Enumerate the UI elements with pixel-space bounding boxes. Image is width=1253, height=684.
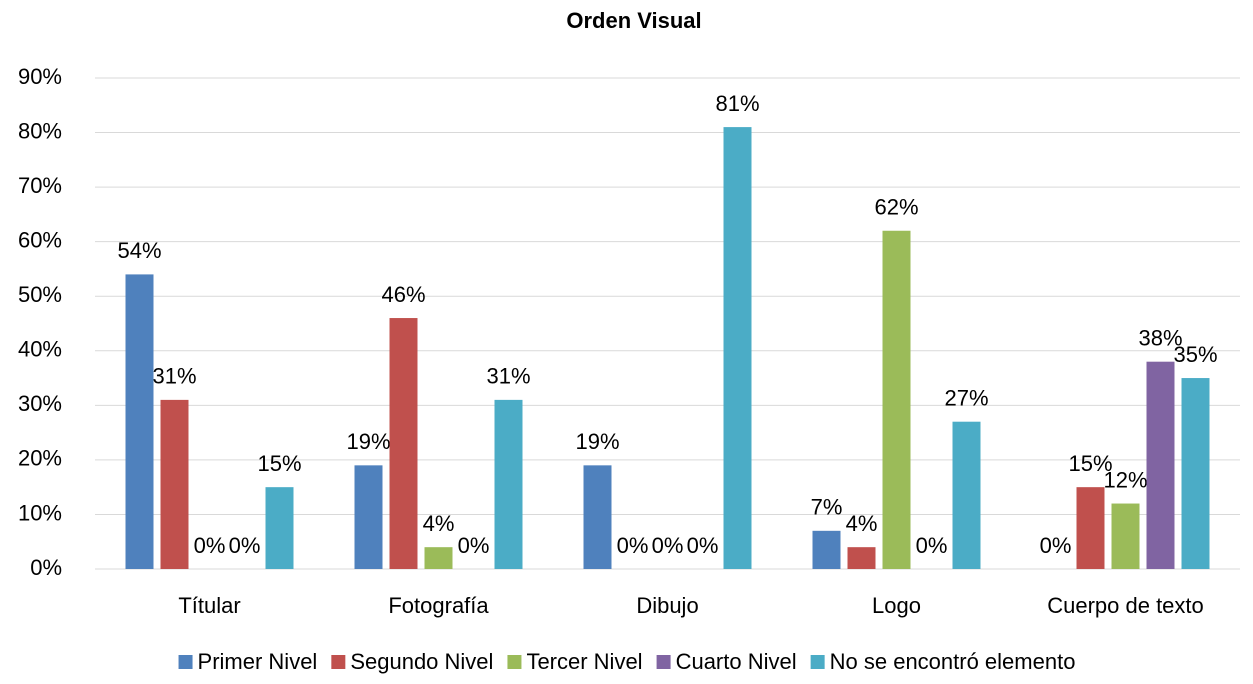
x-tick-label: Fotografía — [388, 593, 489, 618]
data-label: 35% — [1173, 342, 1217, 367]
x-tick-label: Títular — [178, 593, 240, 618]
data-label: 54% — [117, 238, 161, 263]
bar — [723, 127, 752, 569]
bar — [494, 399, 523, 569]
legend-swatch — [810, 655, 825, 669]
data-label: 38% — [1138, 326, 1182, 351]
data-label: 27% — [944, 386, 988, 411]
y-tick-label: 20% — [18, 446, 62, 471]
bar — [354, 465, 383, 569]
bar — [265, 487, 294, 569]
data-label: 62% — [874, 195, 918, 220]
data-label: 19% — [346, 429, 390, 454]
x-tick-label: Cuerpo de texto — [1047, 593, 1204, 618]
bar — [1076, 487, 1105, 569]
y-tick-label: 10% — [18, 500, 62, 525]
y-tick-label: 80% — [18, 118, 62, 143]
data-label: 81% — [715, 91, 759, 116]
x-tick-label: Dibujo — [636, 593, 698, 618]
bar — [1181, 378, 1210, 569]
y-tick-label: 70% — [18, 173, 62, 198]
data-label: 31% — [486, 364, 530, 389]
chart-title: Orden Visual — [566, 8, 701, 33]
data-label: 0% — [617, 533, 649, 558]
bar — [1146, 361, 1175, 569]
legend-swatch — [507, 655, 522, 669]
data-label: 0% — [458, 533, 490, 558]
legend-swatch — [178, 655, 193, 669]
y-tick-label: 60% — [18, 227, 62, 252]
bar — [952, 421, 981, 569]
data-label: 0% — [229, 533, 261, 558]
legend-label: Tercer Nivel — [526, 649, 642, 674]
data-label: 15% — [257, 451, 301, 476]
data-label: 4% — [846, 511, 878, 536]
legend-swatch — [656, 655, 671, 669]
legend-swatch — [331, 655, 346, 669]
y-tick-label: 0% — [30, 555, 62, 580]
bar — [812, 530, 841, 569]
bar — [583, 465, 612, 569]
bar — [882, 230, 911, 569]
data-label: 0% — [652, 533, 684, 558]
data-label: 46% — [381, 282, 425, 307]
data-label: 0% — [1040, 533, 1072, 558]
y-tick-label: 30% — [18, 391, 62, 416]
data-label: 19% — [575, 429, 619, 454]
x-tick-label: Logo — [872, 593, 921, 618]
legend-label: Primer Nivel — [198, 649, 318, 674]
data-label: 31% — [152, 364, 196, 389]
data-label: 7% — [811, 495, 843, 520]
legend-label: Segundo Nivel — [350, 649, 493, 674]
data-label: 15% — [1068, 451, 1112, 476]
bar — [160, 399, 189, 569]
bar — [389, 318, 418, 569]
bar — [125, 274, 154, 569]
legend-label: Cuarto Nivel — [676, 649, 797, 674]
y-tick-label: 90% — [18, 64, 62, 89]
data-label: 0% — [687, 533, 719, 558]
bar — [847, 547, 876, 569]
data-label: 0% — [916, 533, 948, 558]
data-label: 12% — [1103, 467, 1147, 492]
bar — [424, 547, 453, 569]
y-tick-label: 50% — [18, 282, 62, 307]
data-label: 0% — [194, 533, 226, 558]
legend-label: No se encontró elemento — [830, 649, 1076, 674]
data-label: 4% — [423, 511, 455, 536]
y-tick-label: 40% — [18, 337, 62, 362]
bar — [1111, 503, 1140, 569]
